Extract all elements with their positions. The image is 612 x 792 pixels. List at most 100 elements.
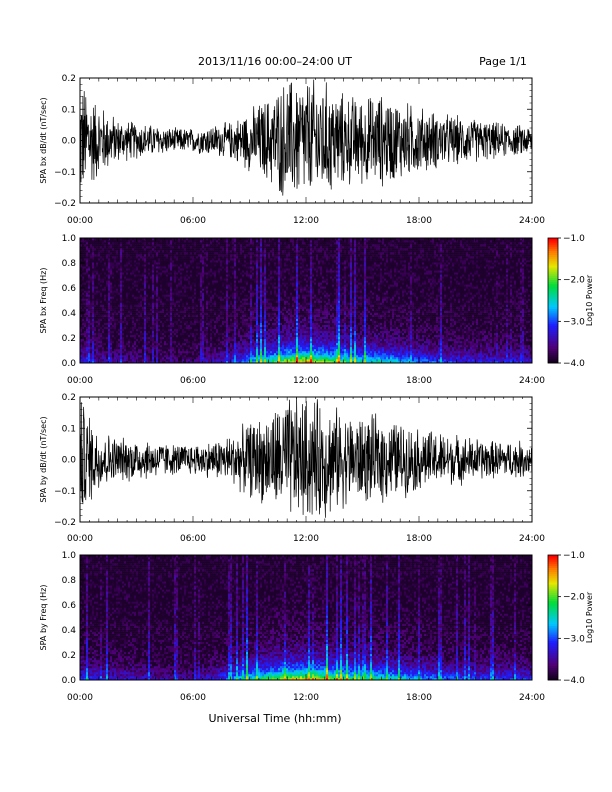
spectrogram-cell (152, 250, 155, 253)
spectrogram-cell (102, 254, 105, 257)
spectrogram-cell (132, 324, 135, 328)
spectrogram-cell (108, 290, 111, 293)
spectrogram-cell (124, 336, 127, 340)
spectrogram-cell (198, 318, 201, 321)
spectrogram-cell (182, 260, 185, 263)
spectrogram-cell (128, 342, 131, 346)
spectrogram-cell (232, 292, 235, 295)
spectrogram-cell (216, 300, 219, 303)
spectrogram-cell (82, 328, 85, 332)
spectrogram-cell (184, 252, 187, 255)
spectrogram-cell (202, 292, 205, 295)
spectrogram-cell (94, 274, 97, 277)
spectrogram-cell (110, 344, 113, 348)
spectrogram-cell (202, 246, 205, 249)
spectrogram-cell (136, 314, 139, 317)
spectrogram-cell (158, 338, 161, 342)
spectrogram-cell (122, 258, 125, 261)
spectrogram-cell (222, 312, 225, 315)
spectrogram-cell (212, 320, 215, 323)
spectrogram-cell (170, 354, 173, 358)
spectrogram-cell (198, 290, 201, 293)
spectrogram-cell (150, 292, 153, 295)
spectrogram-cell (168, 314, 171, 317)
spectrogram-cell (194, 298, 197, 301)
spectrogram-cell (112, 352, 115, 356)
spectrogram-cell (128, 280, 131, 283)
spectrogram-cell (110, 260, 113, 263)
spectrogram-cell (232, 314, 235, 317)
spectrogram-cell (186, 304, 189, 307)
spectrogram-cell (230, 314, 233, 317)
spectrogram-cell (138, 272, 141, 275)
spectrogram-cell (174, 254, 177, 257)
spectrogram-cell (210, 324, 213, 328)
spectrogram-cell (228, 302, 231, 305)
spectrogram-cell (222, 250, 225, 253)
spectrogram-cell (146, 292, 149, 295)
spectrogram-cell (218, 308, 221, 311)
spectrogram-cell (146, 278, 149, 281)
spectrogram-cell (184, 350, 187, 354)
spectrogram-cell (230, 282, 233, 285)
spectrogram-cell (136, 294, 139, 297)
spectrogram-cell (190, 328, 193, 332)
spectrogram-cell (156, 296, 159, 299)
spectrogram-cell (88, 350, 91, 354)
spectrogram-cell (228, 338, 231, 342)
spectrogram-cell (226, 252, 229, 255)
spectrogram-cell (222, 316, 225, 319)
spectrogram-cell (204, 358, 207, 362)
spectrogram-cell (190, 326, 193, 330)
spectrogram-cell (174, 306, 177, 309)
spectrogram-cell (134, 286, 137, 289)
spectrogram-cell (182, 310, 185, 313)
spectrogram-cell (212, 304, 215, 307)
spectrogram-cell (226, 278, 229, 281)
spectrogram-cell (170, 240, 173, 243)
spectrogram-cell (176, 270, 179, 273)
spectrogram-cell (116, 256, 119, 259)
spectrogram-cell (176, 292, 179, 295)
spectrogram-cell (198, 296, 201, 299)
spectrogram-cell (164, 344, 167, 348)
spectrogram-cell (200, 238, 203, 241)
spectrogram-cell (120, 264, 123, 267)
spectrogram-cell (188, 312, 191, 315)
spectrogram-cell (220, 258, 223, 261)
spectrogram-cell (112, 298, 115, 301)
spectrogram-cell (110, 294, 113, 297)
spectrogram-cell (104, 326, 107, 330)
spectrogram-cell (124, 286, 127, 289)
spectrogram-cell (102, 282, 105, 285)
spectrogram-cell (148, 300, 151, 303)
spectrogram-cell (152, 340, 155, 344)
spectrogram-cell (222, 292, 225, 295)
spectrogram-cell (110, 240, 113, 243)
spectrogram-cell (164, 304, 167, 307)
spectrogram-cell (196, 264, 199, 267)
spectrogram-cell (162, 242, 165, 245)
spectrogram-cell (206, 246, 209, 249)
spectrogram-cell (204, 288, 207, 291)
spectrogram-cell (156, 252, 159, 255)
spectrogram-cell (188, 306, 191, 309)
spectrogram-cell (108, 252, 111, 255)
spectrogram-cell (98, 246, 101, 249)
spectrogram-cell (148, 316, 151, 319)
spectrogram-cell (188, 266, 191, 269)
spectrogram-cell (204, 240, 207, 243)
spectrogram-cell (232, 324, 235, 328)
spectrogram-cell (196, 326, 199, 330)
spectrogram-cell (106, 268, 109, 271)
spectrogram-cell (216, 358, 219, 362)
spectrogram-cell (200, 358, 203, 362)
spectrogram-cell (174, 290, 177, 293)
spectrogram-cell (124, 344, 127, 348)
spectrogram-cell (232, 286, 235, 289)
spectrogram-cell (230, 318, 233, 321)
spectrogram-cell (150, 268, 153, 271)
spectrogram-cell (86, 268, 89, 271)
spectrogram-cell (118, 268, 121, 271)
spectrogram-cell (84, 248, 87, 251)
